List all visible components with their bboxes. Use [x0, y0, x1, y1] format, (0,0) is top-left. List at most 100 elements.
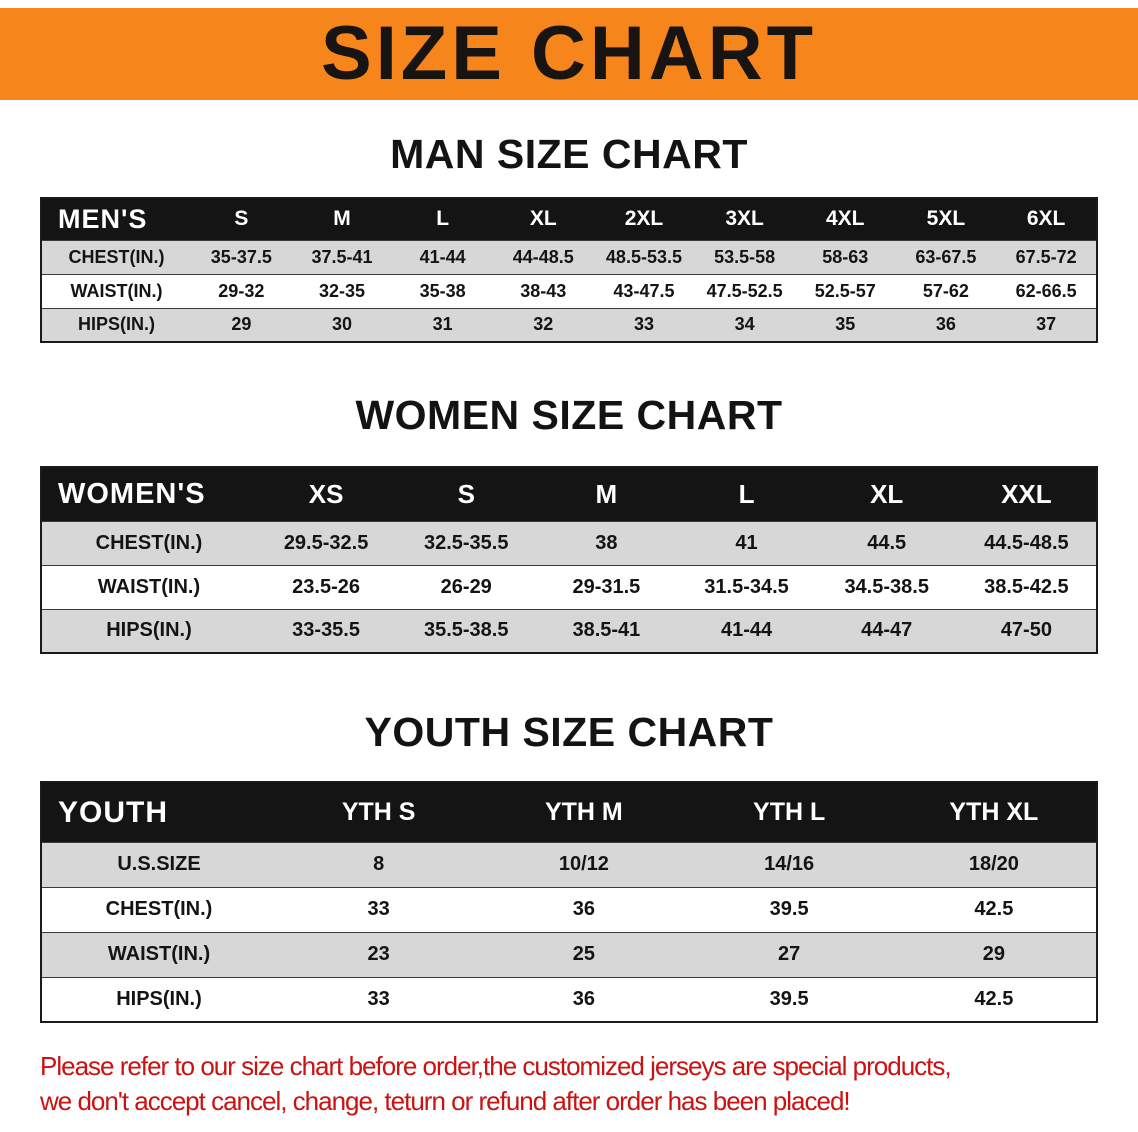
- row-label: CHEST(IN.): [41, 886, 276, 933]
- size-header-cell: 4XL: [826, 207, 865, 231]
- group-header-cell: MEN'S: [58, 203, 148, 234]
- value-cell: 29: [191, 307, 292, 343]
- row-label: HIPS(IN.): [41, 307, 191, 343]
- value-cell: 58-63: [794, 239, 896, 275]
- size-header-cell: 3XL: [725, 207, 764, 231]
- size-header-cell: S: [234, 207, 249, 231]
- youth-size-table: YOUTH YTH S YTH M YTH L YTH XL U.S.SIZE 8 10/12…: [40, 781, 1098, 1024]
- disclaimer-line-2: we don't accept cancel, change, teturn o…: [40, 1086, 851, 1117]
- value-cell: 44-48.5: [492, 239, 594, 275]
- value-cell: 34.5-38.5: [816, 564, 957, 610]
- value-cell: 36: [481, 886, 687, 933]
- value-cell: 14/16: [686, 841, 892, 888]
- row-label: HIPS(IN.): [41, 976, 276, 1023]
- value-cell: 52.5-57: [794, 273, 896, 309]
- size-header-cell: YTH L: [753, 798, 826, 827]
- size-header-cell: 6XL: [1026, 207, 1066, 231]
- size-header-cell: 5XL: [926, 207, 966, 231]
- disclaimer-line-1: Please refer to our size chart before or…: [40, 1051, 952, 1082]
- value-cell: 23: [276, 931, 482, 978]
- size-header-cell: XXL: [1001, 478, 1052, 509]
- size-header-cell: M: [595, 478, 618, 509]
- men-section-heading: MAN SIZE CHART: [390, 131, 748, 177]
- value-cell: 18/20: [891, 841, 1097, 888]
- value-cell: 35: [794, 307, 896, 343]
- row-label: CHEST(IN.): [41, 239, 191, 275]
- value-cell: 35-37.5: [191, 239, 292, 275]
- value-cell: 48.5-53.5: [593, 239, 695, 275]
- value-cell: 44.5: [816, 520, 957, 566]
- value-cell: 25: [481, 931, 687, 978]
- row-label: WAIST(IN.): [41, 931, 276, 978]
- value-cell: 39.5: [686, 886, 892, 933]
- women-size-table: WOMEN'S XS S M L XL XXL CHEST(IN.) 29.5-32.5 32.5…: [40, 466, 1098, 655]
- value-cell: 38: [536, 520, 677, 566]
- value-cell: 43-47.5: [593, 273, 695, 309]
- size-header-cell: S: [457, 478, 475, 509]
- table-row: CHEST(IN.) 35-37.5 37.5-41 41-44 44-48.5 48.5…: [41, 239, 1097, 275]
- value-cell: 63-67.5: [895, 239, 997, 275]
- value-cell: 32: [492, 307, 594, 343]
- value-cell: 33: [276, 976, 482, 1023]
- value-cell: 42.5: [891, 886, 1097, 933]
- group-header-cell: YOUTH: [58, 795, 168, 829]
- table-row: HIPS(IN.) 33-35.5 35.5-38.5 38.5-41 41-44 44-…: [41, 608, 1097, 654]
- table-row: HIPS(IN.) 29 30 31 32 33 34 35 36 37: [41, 307, 1097, 343]
- value-cell: 41: [676, 520, 817, 566]
- value-cell: 41-44: [392, 239, 493, 275]
- value-cell: 30: [291, 307, 393, 343]
- value-cell: 41-44: [676, 608, 817, 654]
- value-cell: 31.5-34.5: [676, 564, 817, 610]
- women-section-heading: WOMEN SIZE CHART: [355, 392, 783, 439]
- value-cell: 8: [276, 841, 482, 888]
- value-cell: 31: [392, 307, 493, 343]
- size-header-cell: YTH S: [341, 798, 416, 827]
- row-label: WAIST(IN.): [41, 273, 191, 309]
- value-cell: 53.5-58: [694, 239, 795, 275]
- women-size-table-container: WOMEN'S XS S M L XL XXL CHEST(IN.) 29.5-32.5 32.5…: [40, 466, 1098, 655]
- value-cell: 33-35.5: [256, 608, 397, 654]
- value-cell: 38.5-41: [536, 608, 677, 654]
- value-cell: 35-38: [392, 273, 493, 309]
- value-cell: 36: [895, 307, 997, 343]
- value-cell: 23.5-26: [256, 564, 397, 610]
- disclaimer: Please refer to our size chart before or…: [40, 1049, 1098, 1119]
- value-cell: 34: [694, 307, 795, 343]
- size-header-cell: YTH M: [544, 798, 623, 827]
- row-label: WAIST(IN.): [41, 564, 256, 610]
- row-label: CHEST(IN.): [41, 520, 256, 566]
- size-header-cell: XL: [870, 478, 904, 509]
- banner: SIZE CHART: [0, 8, 1138, 100]
- value-cell: 38-43: [492, 273, 594, 309]
- men-size-table: MEN'S S M L XL 2XL 3XL 4XL 5XL 6XL CHEST(IN.) 35-37…: [40, 197, 1098, 344]
- value-cell: 44-47: [816, 608, 957, 654]
- header-row: YOUTH YTH S YTH M YTH L YTH XL: [41, 782, 1097, 843]
- value-cell: 47-50: [956, 608, 1097, 654]
- table-row: CHEST(IN.) 29.5-32.5 32.5-35.5 38 41 44.5 44.5…: [41, 520, 1097, 566]
- size-header-cell: L: [436, 207, 450, 231]
- value-cell: 27: [686, 931, 892, 978]
- table-row: CHEST(IN.) 33 36 39.5 42.5: [41, 886, 1097, 933]
- page-title: SIZE CHART: [321, 11, 817, 96]
- size-header-cell: L: [738, 478, 755, 509]
- group-header-cell: WOMEN'S: [58, 477, 206, 510]
- value-cell: 35.5-38.5: [396, 608, 537, 654]
- value-cell: 62-66.5: [996, 273, 1097, 309]
- table-row: WAIST(IN.) 29-32 32-35 35-38 38-43 43-47.5 47.…: [41, 273, 1097, 309]
- value-cell: 29-31.5: [536, 564, 677, 610]
- value-cell: 29-32: [191, 273, 292, 309]
- table-row: WAIST(IN.) 23 25 27 29: [41, 931, 1097, 978]
- row-label: U.S.SIZE: [41, 841, 276, 888]
- men-size-table-container: MEN'S S M L XL 2XL 3XL 4XL 5XL 6XL CHEST(IN.) 35-37…: [40, 197, 1098, 344]
- youth-section-heading: YOUTH SIZE CHART: [364, 709, 774, 756]
- value-cell: 32.5-35.5: [396, 520, 537, 566]
- value-cell: 29.5-32.5: [256, 520, 397, 566]
- size-header-cell: YTH XL: [949, 798, 1039, 827]
- value-cell: 57-62: [895, 273, 997, 309]
- value-cell: 37: [996, 307, 1097, 343]
- header-row: MEN'S S M L XL 2XL 3XL 4XL 5XL 6XL: [41, 198, 1097, 241]
- header-row: WOMEN'S XS S M L XL XXL: [41, 467, 1097, 522]
- value-cell: 10/12: [481, 841, 687, 888]
- table-row: U.S.SIZE 8 10/12 14/16 18/20: [41, 841, 1097, 888]
